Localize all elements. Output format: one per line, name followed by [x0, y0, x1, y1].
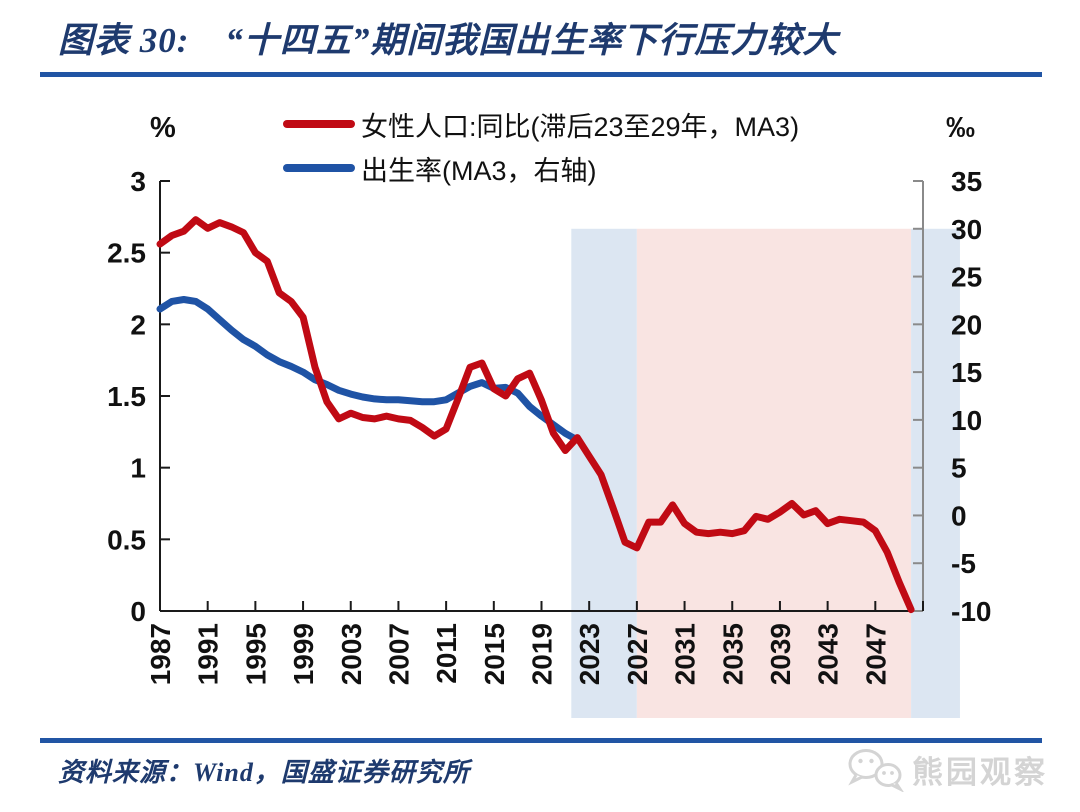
x-axis-tick-label: 2035 [717, 623, 748, 685]
footer-divider-line [40, 738, 1042, 743]
left-axis-tick-label: 3 [130, 166, 146, 197]
legend-label: 出生率(MA3，右轴) [361, 155, 597, 186]
x-axis-tick-label: 2023 [574, 623, 605, 685]
x-axis-tick-label: 2027 [622, 623, 653, 685]
left-axis-tick-label: 1.5 [107, 381, 146, 412]
left-axis-unit-label: % [150, 112, 176, 144]
chart-title: 图表 30: “十四五”期间我国出生率下行压力较大 [58, 21, 839, 60]
right-axis-tick-label: -5 [951, 548, 976, 579]
right-axis-tick-label: 10 [951, 405, 982, 436]
legend-line-swatch-red [283, 120, 355, 128]
left-axis-tick-label: 0.5 [107, 524, 146, 555]
watermark-text: 熊园观察 [912, 754, 1048, 790]
shaded-region-2 [911, 228, 960, 718]
wechat-logo-icon [848, 749, 904, 792]
watermark: 熊园观察 [844, 746, 1048, 792]
x-axis-tick-label: 2015 [479, 623, 510, 685]
legend-label: 女性人口:同比(滞后23至29年，MA3) [361, 111, 800, 142]
left-axis-tick-label: 2 [130, 309, 146, 340]
x-axis-tick-label: 2043 [813, 623, 844, 685]
right-axis-unit-label: ‰ [946, 112, 975, 144]
right-axis-tick-label: 0 [951, 500, 967, 531]
x-axis-tick-label: 2007 [383, 623, 414, 685]
x-axis-tick-label: 2047 [860, 623, 891, 685]
right-axis-tick-label: 30 [951, 214, 982, 245]
right-axis-tick-label: 15 [951, 357, 982, 388]
source-attribution: 资料来源：Wind，国盛证券研究所 [58, 758, 470, 787]
x-axis-tick-label: 2031 [670, 623, 701, 685]
chart-legend: 女性人口:同比(滞后23至29年，MA3) 出生率(MA3，右轴) [283, 102, 799, 190]
x-axis-tick-label: 1995 [240, 623, 271, 685]
right-axis-tick-label: 20 [951, 309, 982, 340]
right-axis-tick-label: 35 [951, 166, 982, 197]
shaded-region-1 [636, 228, 912, 718]
legend-item-birth-rate: 出生率(MA3，右轴) [283, 146, 799, 190]
legend-line-swatch-blue [283, 164, 355, 172]
x-axis-tick-label: 2039 [765, 623, 796, 685]
right-axis-tick-label: 5 [951, 453, 967, 484]
left-axis-tick-label: 2.5 [107, 238, 146, 269]
x-axis-tick-label: 2011 [431, 623, 462, 684]
right-axis-tick-label: 25 [951, 262, 982, 293]
title-divider-line [40, 72, 1042, 77]
right-axis-tick-label: -10 [951, 596, 991, 627]
x-axis-tick-label: 1987 [145, 623, 176, 685]
x-axis-tick-label: 1999 [288, 623, 319, 685]
x-axis-tick-label: 2019 [527, 623, 558, 685]
left-axis-tick-label: 1 [130, 453, 146, 484]
legend-item-female-population: 女性人口:同比(滞后23至29年，MA3) [283, 102, 799, 146]
left-axis-tick-label: 0 [130, 596, 146, 627]
x-axis-tick-label: 1991 [193, 623, 224, 685]
series-line-female-population [156, 216, 915, 614]
x-axis-tick-label: 2003 [336, 623, 367, 685]
